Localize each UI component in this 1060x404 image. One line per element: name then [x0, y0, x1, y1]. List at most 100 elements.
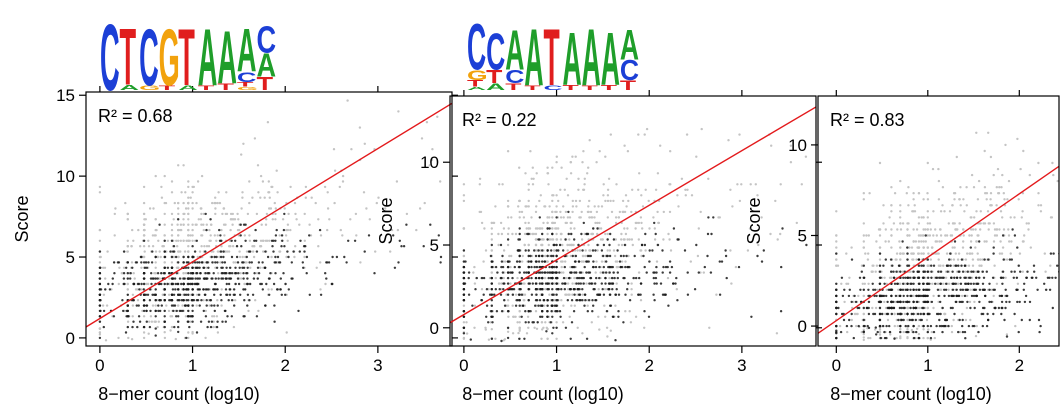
data-point-dark [102, 325, 106, 329]
data-point-dark [500, 276, 503, 280]
data-point-dark [618, 260, 622, 263]
data-point-light [182, 212, 185, 216]
data-point-dark [527, 260, 530, 263]
data-point-light [1003, 198, 1006, 201]
data-point-light [574, 199, 578, 203]
data-point-light [897, 288, 900, 291]
data-point-light [874, 270, 877, 273]
data-point-light [420, 137, 424, 140]
data-point-light [620, 238, 623, 241]
data-point-dark [228, 288, 231, 291]
logo-letter-A: A [620, 21, 639, 69]
data-point-light [754, 183, 757, 186]
data-point-dark [539, 288, 542, 291]
data-point-light [738, 199, 742, 203]
data-point-light [500, 282, 503, 285]
data-point-dark [589, 276, 593, 280]
data-point-dark [897, 264, 901, 267]
data-point-light [535, 327, 539, 330]
data-point-dark [182, 299, 185, 302]
data-point-dark [919, 294, 923, 298]
data-point-light [579, 249, 582, 252]
plot-frame [449, 95, 817, 347]
data-point-dark [511, 288, 514, 291]
data-point-light [494, 337, 497, 340]
data-point-light [155, 228, 158, 232]
data-point-light [252, 245, 256, 248]
data-point-dark [915, 294, 919, 298]
data-point-light [637, 133, 640, 136]
data-point-light [944, 276, 948, 279]
data-point-dark [277, 261, 281, 264]
data-point-light [920, 216, 923, 219]
data-point-light [894, 258, 897, 261]
data-point-light [163, 223, 166, 226]
y-tick-label: 10 [56, 167, 75, 186]
data-point-dark [847, 294, 851, 298]
data-point-light [1009, 216, 1012, 219]
data-point-light [374, 250, 377, 253]
data-point-dark [1001, 234, 1005, 237]
data-point-light [909, 270, 912, 273]
data-point-light [620, 243, 624, 247]
data-point-dark [969, 246, 972, 249]
data-point-light [1025, 222, 1028, 225]
data-point-dark [501, 265, 505, 269]
logo-letter-A: A [486, 82, 505, 92]
data-point-dark [145, 309, 148, 313]
data-point-light [884, 312, 887, 316]
data-point-dark [163, 315, 166, 318]
data-point-dark [187, 272, 190, 275]
data-point-dark [210, 304, 213, 307]
data-point-dark [647, 315, 651, 318]
data-point-light [878, 246, 882, 249]
data-point-dark [930, 270, 933, 273]
data-point-light [1007, 228, 1010, 231]
data-point-dark [725, 276, 728, 280]
data-point-light [890, 234, 893, 237]
data-point-dark [606, 238, 609, 241]
data-point-light [989, 192, 993, 195]
data-point-dark [227, 282, 231, 286]
data-point-dark [257, 272, 261, 275]
data-point-light [547, 243, 550, 247]
data-point-light [943, 312, 946, 316]
data-point-light [126, 212, 129, 216]
data-point-light [937, 252, 940, 255]
data-point-light [208, 304, 211, 307]
data-point-dark [1046, 276, 1050, 279]
data-point-dark [862, 318, 865, 322]
data-point-dark [126, 325, 129, 329]
data-point-light [140, 266, 143, 269]
data-point-dark [963, 294, 967, 298]
data-point-light [214, 201, 217, 205]
data-point-light [874, 306, 878, 310]
data-point-light [684, 188, 687, 191]
data-point-dark [906, 282, 909, 285]
data-point-light [137, 228, 140, 232]
data-point-dark [490, 337, 494, 340]
data-point-light [969, 240, 973, 243]
data-point-dark [912, 288, 915, 291]
y-tick-label: 10 [420, 153, 439, 172]
data-point-dark [835, 306, 838, 310]
data-point-dark [840, 276, 844, 279]
data-point-light [278, 234, 281, 237]
data-point-light [527, 243, 530, 247]
data-point-light [566, 249, 569, 252]
data-point-dark [132, 320, 135, 323]
data-point-dark [845, 324, 849, 328]
data-point-dark [1008, 300, 1011, 304]
data-point-dark [215, 266, 219, 269]
data-point-light [389, 250, 392, 253]
data-point-dark [899, 312, 902, 316]
data-point-light [614, 304, 617, 307]
data-point-light [163, 331, 166, 334]
data-point-light [862, 328, 865, 331]
data-point-light [912, 240, 915, 243]
data-point-light [862, 198, 865, 201]
data-point-dark [1012, 276, 1015, 279]
data-point-light [935, 240, 939, 243]
data-point-dark [982, 288, 985, 291]
data-point-light [524, 172, 527, 175]
